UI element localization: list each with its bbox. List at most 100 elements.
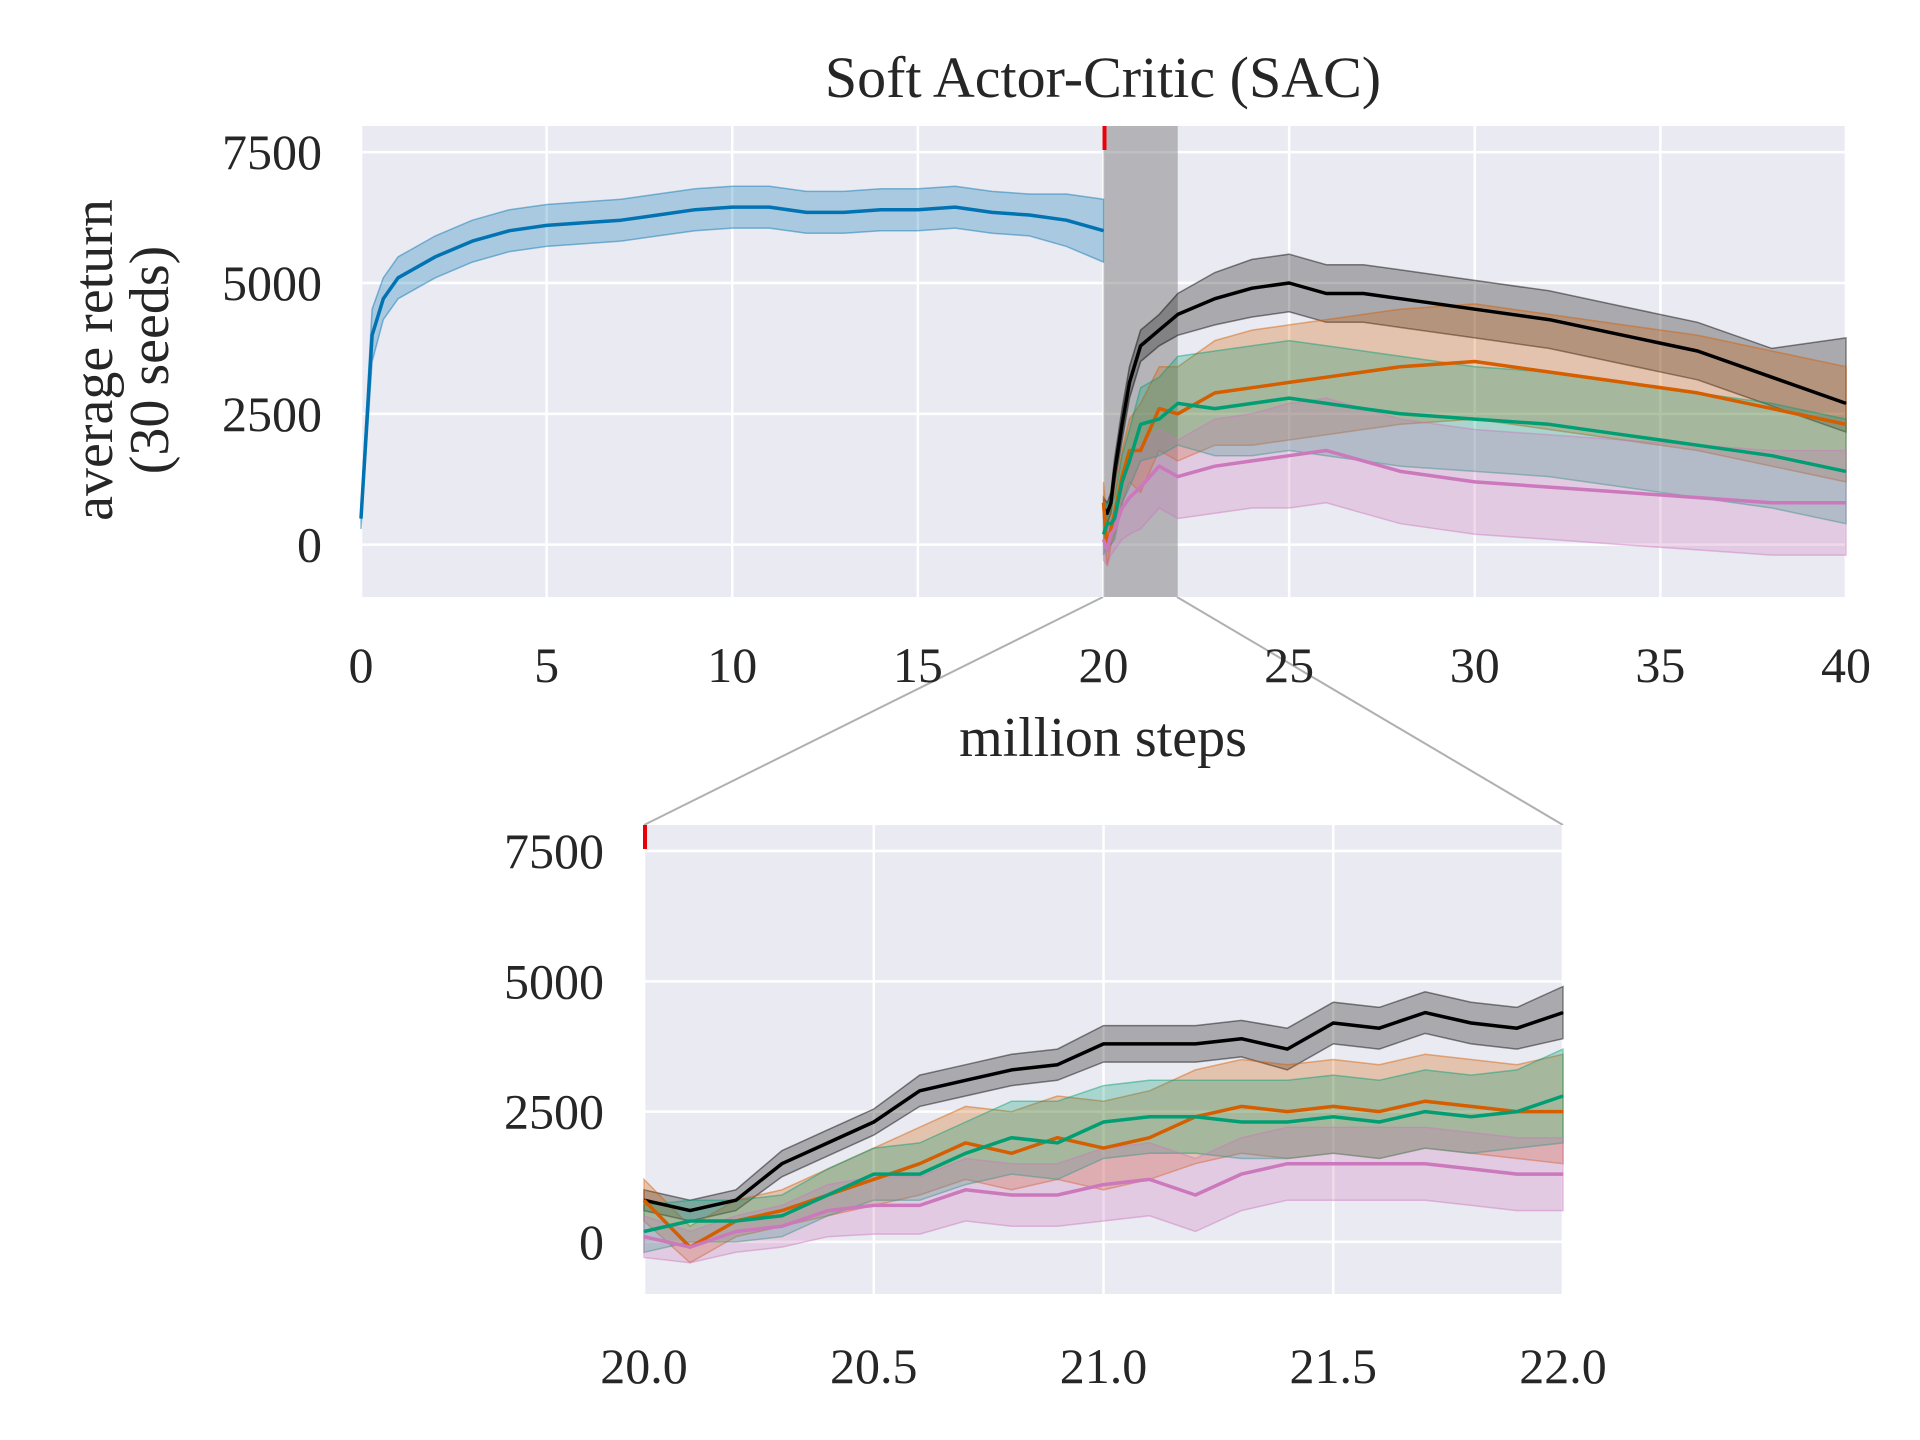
inset-series-3-point <box>1424 1163 1426 1165</box>
main-series-4-point <box>1697 497 1698 499</box>
main-series-1-point <box>1288 282 1290 284</box>
main-series-0-point <box>917 209 919 211</box>
main-series-0-point <box>397 277 399 279</box>
main-y-tick-labels: 0 2500 5000 7500 <box>222 124 322 573</box>
main-series-0-point <box>1028 214 1030 216</box>
inset-y-tick-label: 2500 <box>504 1084 604 1140</box>
main-series-0-point <box>1103 230 1104 232</box>
main-series-0-point <box>583 222 585 224</box>
inset-series-2-point <box>1332 1116 1334 1118</box>
main-series-2-point <box>1362 371 1364 373</box>
inset-series-2-point <box>1286 1121 1288 1123</box>
inset-series-2-point <box>1011 1137 1013 1139</box>
main-y-tick-label: 2500 <box>222 386 322 442</box>
main-series-4-point <box>1128 497 1130 499</box>
main-series-0-point <box>471 240 473 242</box>
inset-series-0-point <box>1240 1038 1242 1040</box>
inset-series-1-point <box>1286 1111 1288 1113</box>
main-series-3-point <box>1845 470 1847 472</box>
main-series-2-point <box>1771 408 1773 410</box>
main-series-2-point <box>1288 381 1290 383</box>
inset-series-lines <box>642 1010 1564 1249</box>
zoom-connector-right <box>1176 596 1564 826</box>
main-series-0-point <box>416 266 418 268</box>
inset-series-0-point <box>1378 1027 1380 1029</box>
main-series-3-point <box>1103 533 1104 535</box>
main-series-4-point <box>1158 465 1160 467</box>
main-series-4-point <box>1121 507 1123 509</box>
y-axis-label-line: average return <box>63 199 125 521</box>
main-series-3-point <box>1771 455 1773 457</box>
main-series-1-point <box>1214 298 1216 300</box>
main-series-1-point <box>1622 334 1624 336</box>
main-series-2-point <box>1128 449 1130 451</box>
main-series-0-point <box>620 219 622 221</box>
inset-series-0-point <box>735 1199 737 1201</box>
inset-series-2-point <box>1516 1111 1518 1113</box>
main-series-3-point <box>1114 518 1116 519</box>
inset-series-3-point <box>1011 1194 1013 1196</box>
main-series-0-point <box>434 256 436 258</box>
inset-series-3-point <box>873 1204 875 1206</box>
main-series-1-point <box>1251 287 1253 289</box>
main-x-tick-label: 5 <box>534 637 559 693</box>
inset-series-2-point <box>1470 1116 1472 1118</box>
main-series-0-point <box>731 206 733 208</box>
main-series-1-point <box>1697 350 1698 352</box>
inset-series-3-point <box>1057 1194 1059 1196</box>
main-series-3-point <box>1622 434 1624 436</box>
main-series-1-point <box>1158 329 1160 331</box>
main-series-1-point <box>1845 402 1847 404</box>
main-x-tick-label: 30 <box>1450 637 1500 693</box>
main-series-4-point <box>1103 538 1104 540</box>
inset-series-3-point <box>643 1236 645 1238</box>
inset-x-tick-label: 20.0 <box>600 1338 688 1394</box>
main-series-3-point <box>1697 444 1698 446</box>
main-series-0-line <box>359 205 1104 519</box>
main-series-4-point <box>1106 549 1108 551</box>
main-series-1-point <box>1400 298 1401 300</box>
inset-series-1-point <box>1470 1105 1472 1107</box>
inset-series-1-point <box>1378 1111 1380 1113</box>
main-series-2-point <box>1214 392 1216 394</box>
main-series-2-point <box>1474 361 1476 362</box>
main-series-0-point <box>954 206 956 208</box>
inset-y-tick-label: 0 <box>579 1214 604 1270</box>
inset-series-2-point <box>1148 1116 1150 1118</box>
main-series-4-point <box>1622 491 1624 493</box>
chart-title: Soft Actor-Critic (SAC) <box>825 45 1381 110</box>
main-x-tick-label: 15 <box>893 637 943 693</box>
main-series-1-point <box>1121 423 1123 425</box>
inset-series-3-point <box>919 1204 921 1206</box>
main-series-2-point <box>1622 381 1624 383</box>
main-series-3-point <box>1362 408 1364 410</box>
main-series-0-point <box>382 298 384 300</box>
inset-chart: 20.0 20.5 21.0 21.5 22.0 0 2500 5000 7500 <box>504 823 1607 1394</box>
main-series-4-point <box>1548 486 1550 488</box>
main-series-2-point <box>1140 449 1142 451</box>
main-series-4-point <box>1251 460 1253 462</box>
main-series-3-point <box>1106 523 1108 525</box>
inset-x-tick-label: 20.5 <box>830 1338 918 1394</box>
zoom-connector-left <box>643 596 1104 826</box>
inset-series-3-point <box>1194 1194 1196 1196</box>
main-series-4-point <box>1400 470 1401 472</box>
main-series-0-point <box>371 334 373 336</box>
main-series-0-point <box>657 214 659 216</box>
inset-series-1-point <box>1562 1111 1564 1113</box>
inset-series-1-point <box>1103 1147 1104 1149</box>
inset-series-1-point <box>643 1199 645 1201</box>
main-series-3-point <box>1251 402 1253 404</box>
inset-series-2-point <box>1378 1121 1380 1123</box>
inset-series-3-point <box>1286 1163 1288 1165</box>
inset-series-2-point <box>643 1230 645 1232</box>
inset-series-1-point <box>1424 1100 1426 1102</box>
inset-series-0-point <box>827 1142 829 1144</box>
inset-y-tick-label: 7500 <box>504 823 604 879</box>
x-axis-label: million steps <box>959 707 1247 769</box>
main-series-4-point <box>1114 528 1116 530</box>
main-series-1-point <box>1325 292 1327 294</box>
inset-series-2-point <box>1057 1142 1059 1144</box>
inset-series-0-point <box>1470 1022 1472 1024</box>
